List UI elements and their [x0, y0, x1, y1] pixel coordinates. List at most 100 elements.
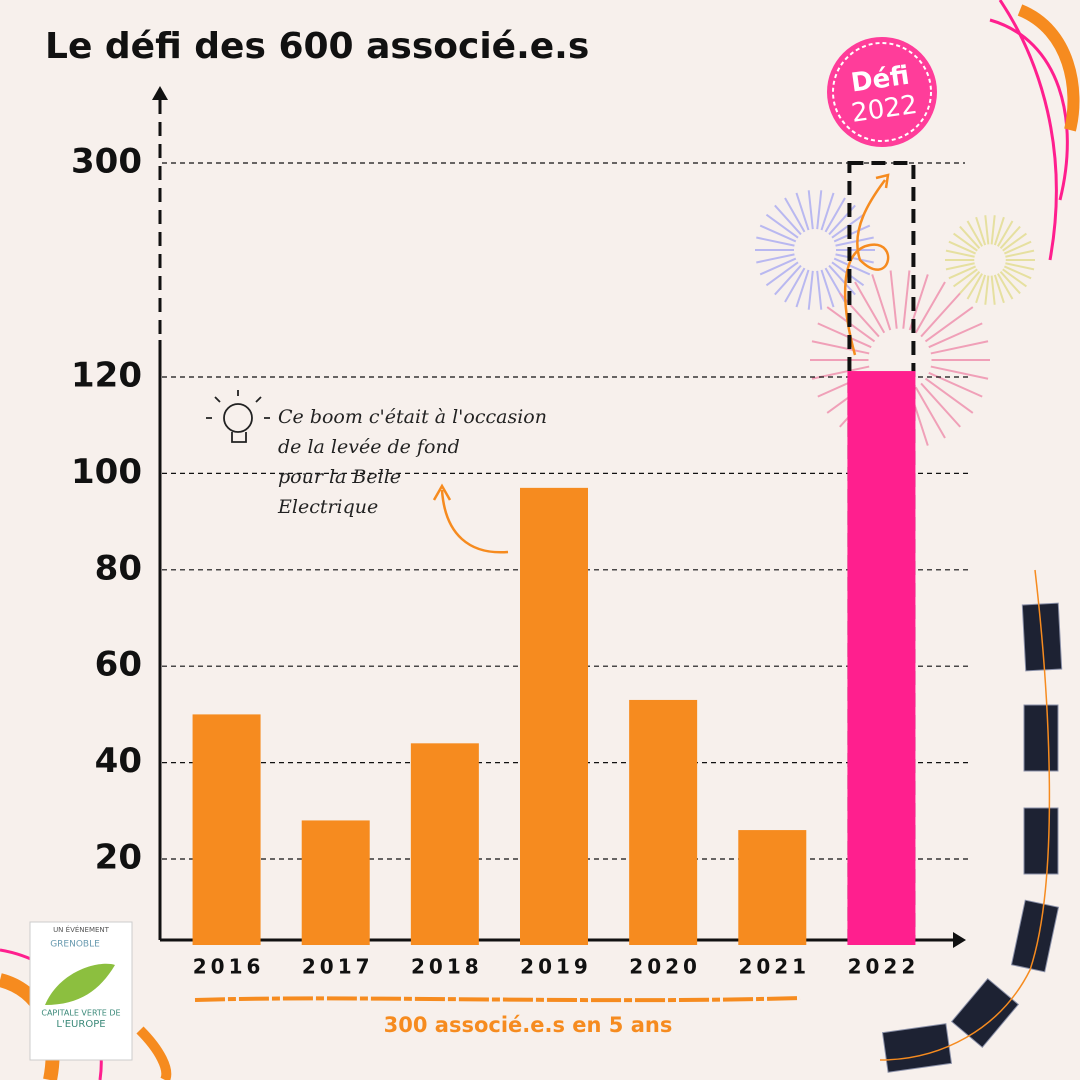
x-tick-label: 2021 [738, 955, 810, 979]
firework-ray [999, 225, 1021, 249]
y-tick-label: 60 [95, 645, 142, 685]
firework-ray [759, 224, 797, 243]
firework-ray [759, 257, 797, 276]
firework-ray [914, 386, 946, 439]
firework-ray [975, 216, 987, 246]
x-tick-label: 2019 [520, 955, 592, 979]
target-arrow [843, 173, 890, 356]
y-tick-label: 120 [71, 356, 142, 396]
firework-ray [1003, 265, 1032, 280]
chart-title: Le défi des 600 associé.e.s [45, 26, 589, 67]
annotation-arrow [432, 483, 509, 554]
logo-leaf [45, 963, 115, 1005]
fireworks [755, 190, 1035, 450]
firework-ray [1005, 262, 1035, 271]
firework-ray [997, 220, 1014, 247]
firework-ray [835, 236, 874, 247]
x-tick-label: 2022 [848, 955, 920, 979]
y-tick-label: 100 [71, 452, 142, 492]
firework-ray [999, 271, 1021, 295]
firework-ray [835, 253, 874, 264]
logo-text: UN ÉVÉNEMENT [53, 925, 110, 934]
firework-ray [833, 257, 871, 276]
y-tick-label: 20 [95, 838, 142, 878]
firework-ray [966, 220, 983, 247]
firework-ray [993, 274, 1005, 304]
badge-ring [832, 42, 932, 142]
firework-ray [920, 382, 961, 428]
firework-ray [784, 267, 806, 303]
y-tick-label: 40 [95, 741, 142, 781]
bar [847, 371, 916, 945]
firework-ray [824, 197, 846, 233]
badge [827, 37, 937, 147]
x-tick-label: 2016 [193, 955, 265, 979]
firework-ray [1002, 232, 1027, 252]
firework-ray [959, 271, 981, 295]
firework-ray [990, 215, 996, 245]
firework-ray [756, 253, 795, 264]
firework-ray [795, 269, 810, 308]
bar [520, 487, 588, 945]
x-tick-label: 2020 [629, 955, 701, 979]
annotation-text: pour la Belle [278, 466, 401, 488]
firework-ray [945, 249, 975, 258]
firework-ray [833, 224, 871, 243]
firework-ray [807, 190, 814, 230]
firework-ray [953, 232, 978, 252]
decoration [989, 0, 1069, 261]
firework-ray [948, 265, 977, 280]
axis-arrow [152, 86, 168, 100]
firework-ray [914, 281, 946, 334]
firework-ray [820, 192, 835, 231]
firework-ray [871, 274, 892, 331]
firework-ray [920, 292, 961, 338]
annotation-text: Ce boom c'était à l'occasion [278, 406, 547, 428]
firework-ray [984, 275, 990, 305]
firework-ray [1003, 240, 1032, 255]
firework-ray [765, 213, 799, 239]
y-tick-label: 300 [71, 142, 142, 182]
firework-ray [854, 281, 886, 334]
firework-ray [953, 268, 978, 288]
bar [410, 743, 479, 945]
firework-ray [924, 306, 974, 343]
firework-ray [924, 377, 974, 414]
firework-ray [774, 264, 802, 296]
decoration [1017, 4, 1080, 132]
firework-ray [1005, 249, 1035, 258]
x-tick-label: 2017 [302, 955, 374, 979]
lightbulb-icon [206, 390, 270, 443]
firework-ray [816, 190, 823, 230]
firework-ray [975, 274, 987, 304]
annotation-text: Electrique [277, 496, 378, 518]
logo-text: CAPITALE VERTE DE [41, 1009, 120, 1018]
firework-ray [948, 240, 977, 255]
firework-ray [902, 270, 911, 329]
axis-arrow [953, 932, 966, 948]
firework-ray [945, 262, 975, 271]
firework-ray [811, 340, 870, 355]
bar [301, 820, 370, 945]
firework-ray [756, 236, 795, 247]
firework-ray [820, 269, 835, 308]
firework-ray [930, 340, 989, 355]
logo-text: GRENOBLE [50, 940, 100, 950]
bar [629, 699, 698, 945]
firework-ray [984, 215, 990, 245]
logo-text: L'EUROPE [56, 1019, 105, 1030]
firework-ray [828, 264, 856, 296]
x-tick-label: 2018 [411, 955, 483, 979]
firework-ray [990, 275, 996, 305]
firework-ray [807, 270, 814, 310]
firework-ray [959, 225, 981, 249]
footer-text: 300 associé.e.s en 5 ans [384, 1013, 673, 1037]
firework-ray [993, 216, 1005, 246]
firework-ray [765, 261, 799, 287]
firework-ray [816, 270, 823, 310]
firework-ray [889, 270, 898, 329]
decoration [879, 569, 1051, 1061]
bar [738, 830, 807, 945]
firework-ray [930, 365, 989, 380]
